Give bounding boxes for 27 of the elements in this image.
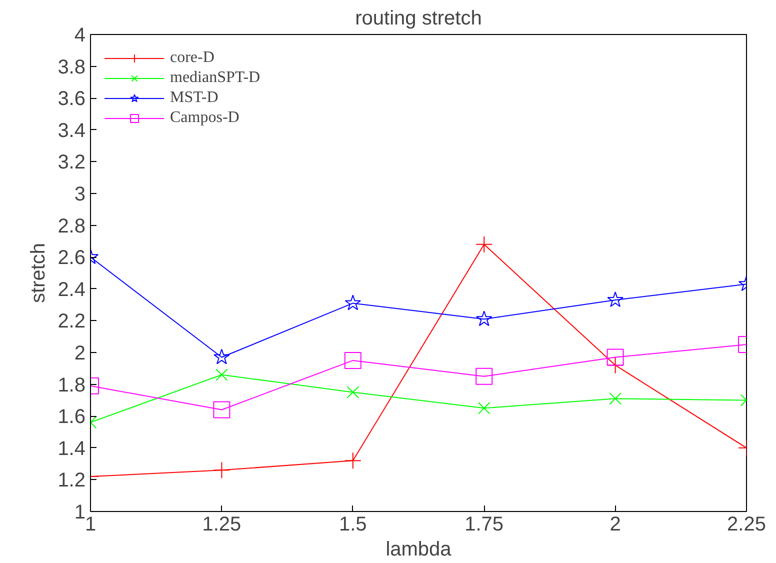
x-tick-label: 2.25 <box>727 514 766 536</box>
legend-label: core-D <box>170 49 214 67</box>
x-tick-label: 1.75 <box>464 514 504 536</box>
y-tick-label: 1.2 <box>58 470 86 492</box>
legend-label: medianSPT-D <box>170 69 260 87</box>
y-tick-label: 1.4 <box>58 438 86 460</box>
y-tick-label: 3.2 <box>58 152 86 174</box>
y-tick-label: 1.8 <box>58 374 86 396</box>
y-tick-label: 2.8 <box>58 215 86 238</box>
x-tick-label: 1.25 <box>202 514 242 536</box>
y-tick-label: 3.8 <box>58 56 86 78</box>
y-tick-label: 3 <box>74 184 86 206</box>
y-axis-title: stretch <box>28 242 50 304</box>
y-tick-label: 3.4 <box>58 120 86 142</box>
chart-title: routing stretch <box>355 8 482 30</box>
y-tick-label: 1.6 <box>58 406 86 428</box>
y-tick-label: 2.2 <box>58 310 86 333</box>
y-tick-label: 4 <box>74 24 86 46</box>
legend-label: Campos-D <box>170 109 240 127</box>
y-tick-label: 3.6 <box>58 88 86 110</box>
legend-label: MST-D <box>170 89 218 107</box>
y-tick-label: 2 <box>74 342 86 364</box>
y-tick-label: 2.6 <box>58 247 86 270</box>
x-tick-label: 1.5 <box>339 514 367 536</box>
x-axis-title: lambda <box>386 538 452 560</box>
y-tick-label: 2.4 <box>58 278 86 301</box>
x-tick-label: 2 <box>610 514 621 536</box>
